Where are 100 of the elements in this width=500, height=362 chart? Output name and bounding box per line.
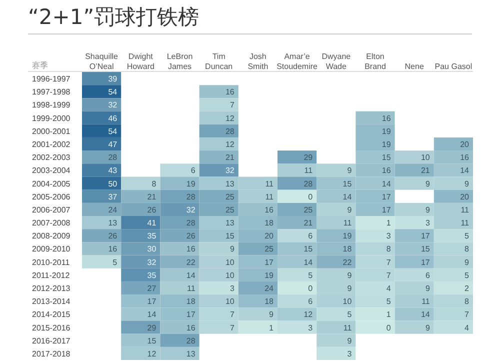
data-label: 8 [464,244,470,254]
data-label: 9 [425,323,430,332]
data-label: 12 [304,310,314,320]
data-label: 12 [225,114,235,123]
data-label: 15 [342,179,352,188]
data-label: 11 [460,218,470,228]
y-tick-label: 2016-2017 [32,336,71,346]
data-label: 26 [147,205,157,214]
x-tick-label: Amar’e Stoudemire [276,52,318,71]
data-label: 29 [147,323,157,332]
data-label: 8 [464,297,470,306]
data-label: 21 [147,192,157,202]
data-label: 28 [186,218,196,228]
data-label: 35 [147,270,157,280]
data-label: 10 [225,258,235,267]
data-label: 3 [230,284,235,293]
data-label: 9 [347,336,352,346]
data-label: 10 [342,297,352,306]
data-label: 10 [225,297,235,306]
chart-title: “2+1”罚球打铁榜 [28,5,200,29]
data-label: 6 [190,166,196,176]
data-label: 4 [464,323,470,332]
data-label: 9 [425,284,430,293]
data-label: 16 [264,205,274,214]
data-label: 16 [186,244,196,254]
data-label: 20 [460,140,470,149]
data-label: 35 [147,232,157,241]
y-tick-label: 2005-2006 [32,192,71,202]
data-label: 9 [347,166,352,176]
data-label: 15 [225,232,235,241]
data-label: 16 [460,153,470,162]
data-label: 4 [386,284,392,293]
data-label: 11 [343,323,352,332]
data-label: 7 [464,310,470,320]
data-label: 9 [425,205,430,214]
data-label: 13 [225,218,235,228]
data-label: 9 [347,270,352,280]
data-label: 5 [308,270,314,280]
data-label: 22 [342,258,352,267]
data-label: 6 [308,297,314,306]
data-label: 0 [386,323,392,332]
data-label: 5 [112,258,118,267]
data-label: 9 [269,310,274,320]
y-tick-label: 2011-2012 [32,270,70,280]
data-label: 9 [464,258,470,267]
y-tick-label: 1997-1998 [32,88,71,97]
data-label: 25 [225,205,235,214]
data-label: 19 [382,140,392,149]
y-tick-label: 1998-1999 [32,100,71,110]
data-label: 17 [186,310,196,320]
y-tick-label: 2006-2007 [32,205,71,214]
data-label: 54 [108,88,118,97]
y-tick-label: 2015-2016 [32,323,71,332]
data-label: 25 [304,205,314,214]
data-label: 28 [186,192,196,202]
data-label: 19 [342,232,352,241]
data-label: 19 [382,126,392,136]
data-label: 12 [225,140,235,149]
data-label: 14 [342,192,352,202]
data-label: 22 [186,258,196,267]
data-label: 7 [230,323,235,332]
data-label: 1 [386,218,392,228]
data-label: 3 [308,323,314,332]
data-label: 10 [420,153,430,162]
data-label: 37 [108,192,118,202]
y-tick-label: 2001-2002 [32,140,71,149]
y-tick-label: 2017-2018 [32,349,71,358]
y-tick-label: 2008-2009 [32,232,71,241]
y-tick-label: 2010-2011 [32,258,70,267]
data-label: 18 [186,297,196,306]
data-label: 25 [264,244,274,254]
data-label: 16 [108,244,118,254]
data-label: 11 [304,166,314,176]
x-tick-label: Dwight Howard [126,52,154,71]
data-label: 8 [386,244,392,254]
data-label: 16 [225,88,235,97]
data-label: 24 [108,205,118,214]
y-tick-label: 2009-2010 [32,244,71,254]
data-label: 28 [186,336,196,346]
data-label: 11 [422,297,430,306]
data-label: 27 [147,284,157,293]
data-label: 32 [147,258,157,267]
data-label: 9 [230,244,235,254]
x-tick-label: Dwyane Wade [322,52,352,71]
data-label: 10 [225,270,235,280]
data-label: 17 [420,258,430,267]
y-tick-label: 1996-1997 [32,74,71,84]
data-label: 19 [186,179,196,188]
data-label: 28 [225,126,235,136]
data-label: 21 [420,166,430,176]
data-label: 3 [425,218,430,228]
data-label: 6 [425,270,430,280]
data-label: 14 [382,179,392,188]
data-label: 43 [108,166,118,176]
data-label: 32 [225,166,235,176]
x-tick-label: Pau Gasol [434,62,472,71]
y-axis-title: 赛季 [32,61,48,70]
data-label: 20 [460,192,470,202]
data-label: 26 [108,232,118,241]
data-label: 17 [420,232,430,241]
